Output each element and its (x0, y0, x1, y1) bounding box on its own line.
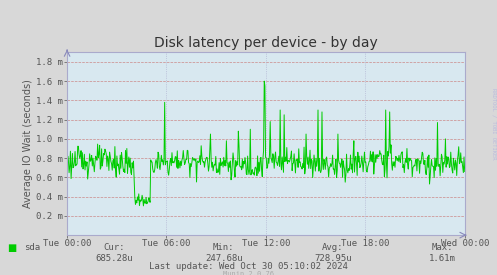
Text: Cur:: Cur: (103, 243, 125, 252)
Title: Disk latency per device - by day: Disk latency per device - by day (154, 36, 378, 50)
Text: Min:: Min: (213, 243, 235, 252)
Y-axis label: Average IO Wait (seconds): Average IO Wait (seconds) (23, 79, 33, 208)
Text: sda: sda (24, 243, 40, 252)
Text: 247.68u: 247.68u (205, 254, 243, 263)
Text: Munin 2.0.76: Munin 2.0.76 (223, 271, 274, 275)
Text: Max:: Max: (431, 243, 453, 252)
Text: 685.28u: 685.28u (95, 254, 133, 263)
Text: Last update: Wed Oct 30 05:10:02 2024: Last update: Wed Oct 30 05:10:02 2024 (149, 262, 348, 271)
Text: ■: ■ (7, 243, 17, 253)
Text: Avg:: Avg: (322, 243, 344, 252)
Text: RRDTOOL / TOBI OETIKER: RRDTOOL / TOBI OETIKER (491, 88, 496, 160)
Text: 1.61m: 1.61m (429, 254, 456, 263)
Text: 728.95u: 728.95u (314, 254, 352, 263)
